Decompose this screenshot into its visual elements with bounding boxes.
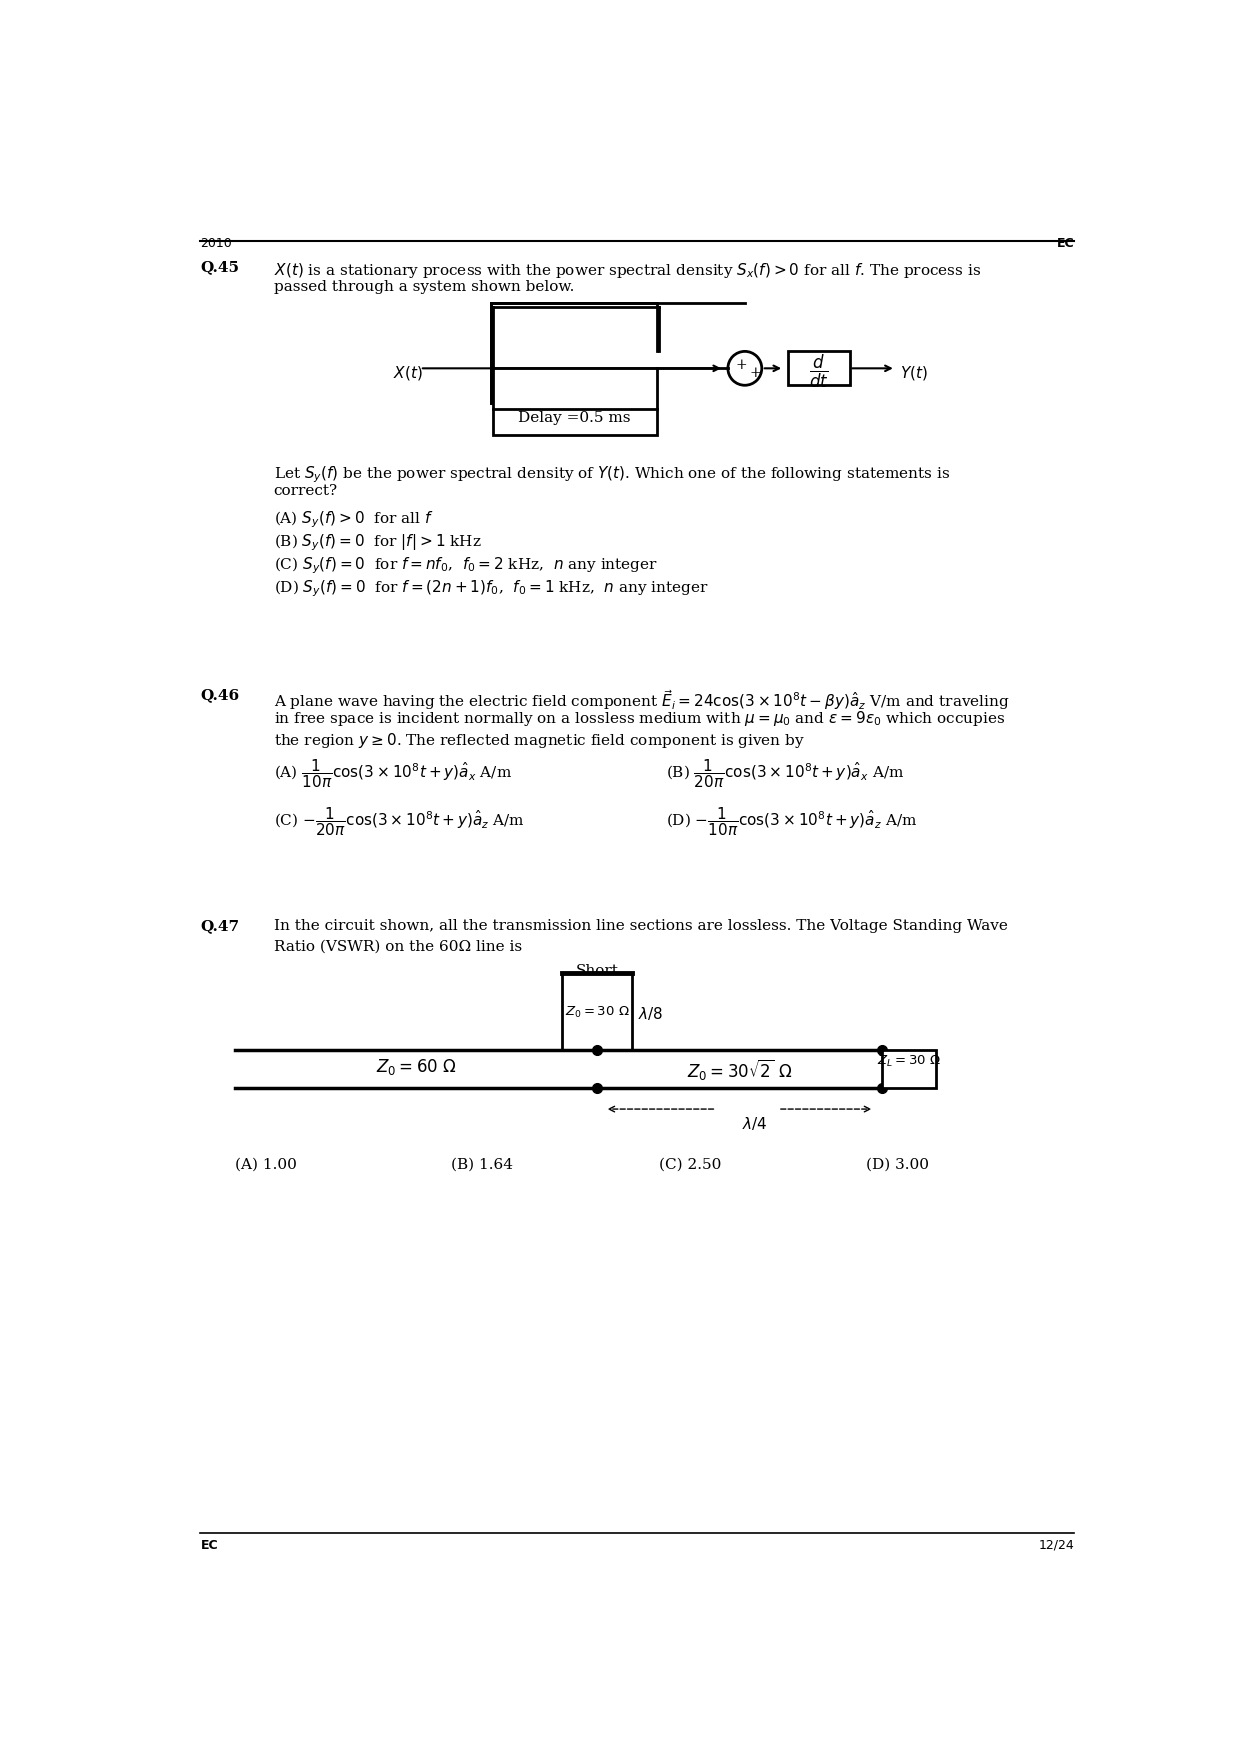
Text: Q.47: Q.47 <box>201 919 239 933</box>
Text: Ratio (VSWR) on the 60Ω line is: Ratio (VSWR) on the 60Ω line is <box>274 940 522 954</box>
Text: (B) $\dfrac{1}{20\pi}\cos(3\times10^8 t+y)\hat{a}_x$ A/m: (B) $\dfrac{1}{20\pi}\cos(3\times10^8 t+… <box>666 758 904 789</box>
Text: (C) 2.50: (C) 2.50 <box>658 1158 720 1172</box>
Text: Q.46: Q.46 <box>201 688 239 702</box>
Text: $\dfrac{d}{dt}$: $\dfrac{d}{dt}$ <box>808 353 828 389</box>
Bar <box>787 351 849 386</box>
Text: passed through a system shown below.: passed through a system shown below. <box>274 281 574 293</box>
Text: $X(t)$: $X(t)$ <box>393 363 423 382</box>
Text: (C) $-\dfrac{1}{20\pi}\cos(3\times10^8 t+y)\hat{a}_z$ A/m: (C) $-\dfrac{1}{20\pi}\cos(3\times10^8 t… <box>274 805 525 838</box>
Text: In the circuit shown, all the transmission line sections are lossless. The Volta: In the circuit shown, all the transmissi… <box>274 919 1007 933</box>
Text: (C) $S_y(f)=0$  for $f=nf_0$,  $f_0=2$ kHz,  $n$ any integer: (C) $S_y(f)=0$ for $f=nf_0$, $f_0=2$ kHz… <box>274 556 657 575</box>
Text: $Z_L=30\ \Omega$: $Z_L=30\ \Omega$ <box>877 1054 941 1068</box>
Text: Let $S_y(f)$ be the power spectral density of $Y(t)$. Which one of the following: Let $S_y(f)$ be the power spectral densi… <box>274 465 950 486</box>
Text: +: + <box>750 367 761 381</box>
Bar <box>882 1051 936 1087</box>
Text: Q.45: Q.45 <box>201 261 239 275</box>
Text: $\lambda/8$: $\lambda/8$ <box>637 1005 662 1023</box>
Text: A plane wave having the electric field component $\vec{E}_i = 24\cos(3\times10^8: A plane wave having the electric field c… <box>274 688 1009 712</box>
Text: $Z_0{=}30\ \Omega$: $Z_0{=}30\ \Omega$ <box>564 1005 630 1021</box>
Text: EC: EC <box>1056 237 1074 251</box>
Text: Delay =0.5 ms: Delay =0.5 ms <box>518 410 631 424</box>
Text: $Z_0{=}30\sqrt{2}\ \Omega$: $Z_0{=}30\sqrt{2}\ \Omega$ <box>687 1058 792 1082</box>
Text: 12/24: 12/24 <box>1039 1538 1074 1552</box>
Text: $\lambda/4$: $\lambda/4$ <box>742 1116 768 1133</box>
Text: $Z_0{=}60\ \Omega$: $Z_0{=}60\ \Omega$ <box>376 1058 456 1077</box>
Text: (D) $S_y(f)=0$  for $f=(2n+1)f_0$,  $f_0=1$ kHz,  $n$ any integer: (D) $S_y(f)=0$ for $f=(2n+1)f_0$, $f_0=1… <box>274 579 708 600</box>
Text: (D) $-\dfrac{1}{10\pi}\cos(3\times10^8 t+y)\hat{a}_z$ A/m: (D) $-\dfrac{1}{10\pi}\cos(3\times10^8 t… <box>666 805 918 838</box>
Text: $X(t)$ is a stationary process with the power spectral density $S_x(f)>0$ for al: $X(t)$ is a stationary process with the … <box>274 261 981 279</box>
Text: in free space is incident normally on a lossless medium with $\mu = \mu_0$ and $: in free space is incident normally on a … <box>274 709 1004 728</box>
Text: $Y(t)$: $Y(t)$ <box>899 363 928 382</box>
Text: (D) 3.00: (D) 3.00 <box>867 1158 930 1172</box>
Text: +: + <box>737 358 748 372</box>
Text: (B) 1.64: (B) 1.64 <box>450 1158 512 1172</box>
Text: (B) $S_y(f)=0$  for $|f|>1$ kHz: (B) $S_y(f)=0$ for $|f|>1$ kHz <box>274 533 481 553</box>
Text: (A) $S_y(f)>0$  for all $f$: (A) $S_y(f)>0$ for all $f$ <box>274 509 433 530</box>
Bar <box>494 409 657 435</box>
Text: Short: Short <box>575 963 619 977</box>
Text: the region $y \geq 0$. The reflected magnetic field component is given by: the region $y \geq 0$. The reflected mag… <box>274 731 805 751</box>
Text: 2010: 2010 <box>201 237 232 251</box>
Text: (A) $\dfrac{1}{10\pi}\cos(3\times10^8 t+y)\hat{a}_x$ A/m: (A) $\dfrac{1}{10\pi}\cos(3\times10^8 t+… <box>274 758 512 789</box>
Text: correct?: correct? <box>274 484 337 498</box>
Text: EC: EC <box>201 1538 218 1552</box>
Text: (A) 1.00: (A) 1.00 <box>236 1158 296 1172</box>
